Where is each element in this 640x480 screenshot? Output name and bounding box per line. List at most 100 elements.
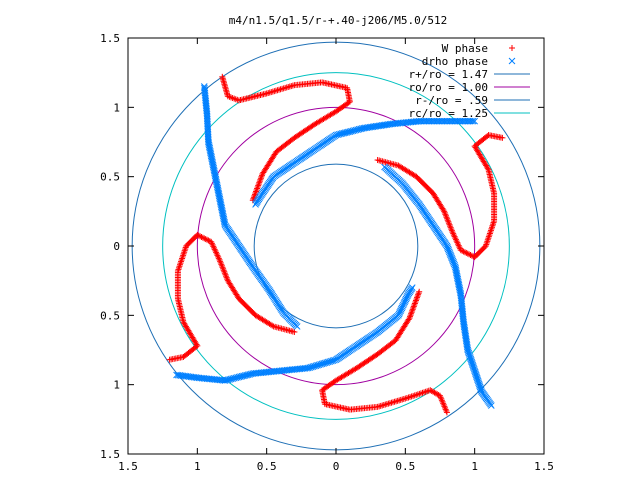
x-tick-label-2: 0.5	[257, 460, 277, 473]
point-0-3-5-5	[177, 260, 184, 267]
point-0-1-7-8	[460, 248, 467, 255]
point-0-0-12-11	[253, 186, 260, 193]
legend-item-5: rc/ro = 1.25	[409, 107, 530, 120]
point-1-2-1-9	[428, 117, 436, 125]
legend-marker-1	[508, 57, 516, 65]
x-tick-label-0: 1.5	[118, 460, 138, 473]
point-1-2-1-6	[433, 117, 441, 125]
point-1-1-end	[381, 163, 388, 171]
point-0-1-5-9	[486, 232, 493, 239]
point-0-2-12-7	[410, 304, 417, 311]
point-0-0-12-0	[259, 170, 266, 177]
circle-1	[196, 106, 476, 386]
x-tick-label-5: 1	[471, 460, 478, 473]
point-1-2-0-1	[469, 117, 477, 125]
point-1-2-0-16	[445, 117, 452, 125]
point-0-2-12-10	[411, 300, 418, 307]
point-0-2-2-2	[424, 388, 431, 395]
point-0-2-11-15	[405, 316, 412, 323]
point-0-3-9-5	[219, 264, 226, 271]
point-0-3-7-3	[198, 233, 205, 240]
point-0-0-12-2	[258, 173, 265, 180]
point-0-0-12-6	[256, 179, 263, 186]
point-0-2-12-9	[411, 301, 418, 308]
point-1-0-end	[293, 323, 301, 330]
point-0-3-5-11	[180, 250, 187, 257]
point-0-1-5-13	[484, 238, 491, 245]
legend-label-0: W phase	[442, 42, 488, 55]
x-tick-label-6: 1.5	[534, 460, 554, 473]
point-0-3-end	[291, 328, 298, 335]
point-0-2-2-15	[403, 395, 410, 402]
legend-item-1: drho phase	[422, 55, 516, 68]
point-1-2-0-3	[466, 117, 474, 125]
point-0-2-2-8	[414, 391, 421, 398]
point-0-2-2-11	[410, 392, 417, 399]
x-tick-label-1: 1	[194, 460, 201, 473]
point-0-2-12-11	[412, 299, 419, 306]
chart-title: m4/n1.5/q1.5/r-+.40-j206/M5.0/512	[229, 14, 448, 27]
point-0-2-2-12	[408, 393, 415, 400]
point-0-1-9-12	[442, 211, 449, 218]
point-0-3-9-11	[223, 273, 230, 280]
point-0-2-12-15	[414, 293, 421, 300]
point-0-3-5-9	[179, 253, 186, 260]
point-0-3-5-7	[178, 257, 185, 264]
point-0-2-12-5	[409, 307, 416, 314]
point-0-0-11-15	[260, 169, 267, 176]
point-0-1-9-5	[446, 221, 453, 228]
point-1-2-0-9	[456, 117, 464, 125]
point-0-3-7-2	[197, 233, 204, 240]
point-0-0-12-3	[257, 175, 264, 182]
point-1-3-end	[408, 284, 416, 291]
y-tick-label-6: 1.5	[100, 448, 120, 461]
point-0-1-5-8	[486, 230, 493, 237]
point-0-1-5-3	[489, 222, 496, 229]
x-tick-label-4: 0.5	[395, 460, 415, 473]
series-drho-phase	[173, 83, 495, 409]
legend-marker-0	[509, 45, 515, 51]
point-0-2-12-12	[412, 297, 419, 304]
point-0-1-7-7	[461, 249, 468, 256]
point-0-1-5-6	[487, 227, 494, 234]
point-0-3-5-13	[181, 247, 188, 254]
y-tick-label-3: 0	[113, 240, 120, 253]
point-1-2-1-0	[443, 117, 451, 125]
series-w-phase	[166, 73, 506, 416]
point-0-3-9-1	[217, 258, 224, 265]
point-0-1-5-4	[489, 224, 495, 231]
y-tick-label-1: 1	[113, 101, 120, 114]
point-0-0-12-12	[253, 188, 260, 195]
point-0-3-9-2	[217, 259, 224, 266]
point-0-1-end	[374, 157, 381, 164]
point-0-1-9-7	[445, 218, 452, 225]
point-0-2-12-6	[409, 306, 416, 313]
point-1-2-0-14	[448, 117, 456, 125]
axis-ticks: 1.5 1 0.5 0 0.5 1 1.51.510.500.511.5	[100, 32, 554, 473]
point-0-1-9-6	[445, 220, 452, 227]
point-1-2-0-0	[471, 117, 479, 125]
point-0-1-9-1	[448, 227, 455, 234]
legend-label-1: drho phase	[422, 55, 488, 68]
legend-item-4: r-/ro = .59	[415, 94, 530, 107]
point-0-2-12-16	[415, 291, 422, 298]
point-0-1-7-2	[468, 252, 475, 259]
point-0-1-7-6	[463, 249, 470, 256]
y-tick-label-4: 0.5	[100, 309, 120, 322]
legend-item-3: ro/ro = 1.00	[409, 81, 530, 94]
point-0-3-7-4	[199, 234, 206, 241]
point-0-1-9-8	[444, 217, 451, 224]
point-1-2-end	[252, 201, 259, 208]
point-0-1-9-10	[443, 214, 450, 221]
point-1-2-1-3	[438, 117, 446, 125]
point-0-3-9-12	[223, 274, 230, 281]
y-tick-label-2: 0.5	[100, 171, 120, 184]
point-0-3-7-6	[202, 236, 209, 243]
point-0-1-7-4	[466, 251, 473, 258]
point-1-2-0-10	[454, 117, 462, 125]
point-0-3-9-0	[216, 256, 223, 263]
legend-label-5: rc/ro = 1.25	[409, 107, 488, 120]
point-0-3-5-3	[176, 263, 183, 270]
point-0-1-9-0	[449, 229, 456, 236]
